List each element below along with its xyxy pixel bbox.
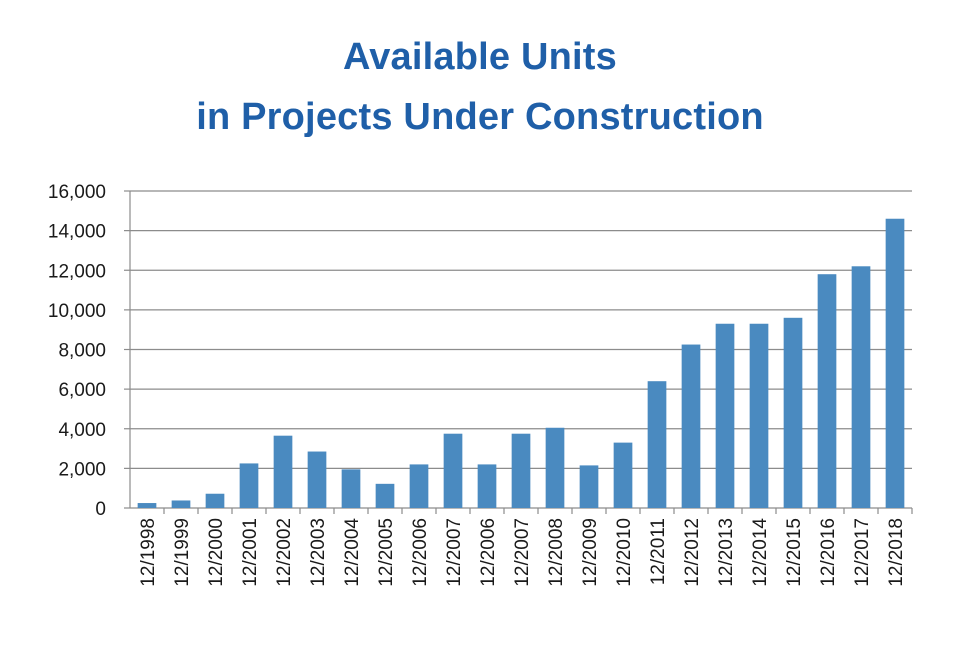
x-tick-label: 12/2004	[342, 518, 363, 587]
bar	[851, 266, 871, 508]
bar	[137, 503, 157, 508]
x-tick-label: 12/2015	[784, 518, 805, 587]
x-tick-label: 12/2018	[886, 518, 907, 587]
x-tick-label: 12/2013	[716, 518, 737, 587]
bar	[511, 433, 531, 508]
x-tick-label: 12/1998	[138, 518, 159, 587]
bar	[647, 381, 667, 508]
bar	[545, 427, 565, 508]
x-tick-label: 12/2007	[444, 518, 465, 587]
x-tick-label: 12/2009	[580, 518, 601, 587]
bar	[375, 483, 395, 508]
bar	[239, 463, 259, 508]
bar	[885, 218, 905, 509]
x-tick-label: 12/2010	[614, 518, 635, 587]
y-tick-label: 10,000	[48, 301, 106, 322]
bar	[579, 465, 599, 508]
y-tick-label: 2,000	[58, 459, 106, 480]
x-tick-label: 12/1999	[172, 518, 193, 587]
x-tick-label: 12/2006	[478, 518, 499, 587]
x-tick-label: 12/2008	[546, 518, 567, 587]
bar	[307, 451, 327, 508]
bar	[409, 464, 429, 508]
bar	[817, 274, 837, 508]
bar	[273, 435, 293, 508]
x-tick-label: 12/2006	[410, 518, 431, 587]
y-tick-label: 6,000	[58, 380, 106, 401]
chart-title-line-2: in Projects Under Construction	[196, 96, 764, 138]
x-tick-label: 12/2011	[648, 518, 669, 585]
bar	[749, 323, 769, 508]
x-tick-label: 12/2014	[750, 518, 771, 587]
y-tick-label: 4,000	[58, 420, 106, 441]
bar	[613, 442, 633, 508]
x-tick-label: 12/2007	[512, 518, 533, 587]
bar	[477, 464, 497, 508]
x-tick-label: 12/2002	[274, 518, 295, 587]
x-tick-label: 12/2017	[852, 518, 873, 587]
y-tick-label: 0	[95, 499, 106, 520]
x-tick-label: 12/2003	[308, 518, 329, 587]
bar	[205, 493, 225, 508]
x-tick-label: 12/2000	[206, 518, 227, 587]
x-tick-label: 12/2005	[376, 518, 397, 587]
bar	[443, 433, 463, 508]
bar	[783, 317, 803, 508]
bar	[715, 323, 735, 508]
y-tick-label: 16,000	[48, 182, 106, 203]
y-tick-label: 12,000	[48, 261, 106, 282]
chart-title-line-1: Available Units	[342, 36, 617, 78]
bar	[341, 469, 361, 508]
y-tick-label: 8,000	[58, 341, 106, 362]
y-tick-label: 14,000	[48, 222, 106, 243]
bar	[681, 344, 701, 508]
x-tick-label: 12/2012	[682, 518, 703, 587]
x-tick-label: 12/2001	[240, 518, 261, 587]
bar	[171, 500, 191, 508]
x-tick-label: 12/2016	[818, 518, 839, 587]
